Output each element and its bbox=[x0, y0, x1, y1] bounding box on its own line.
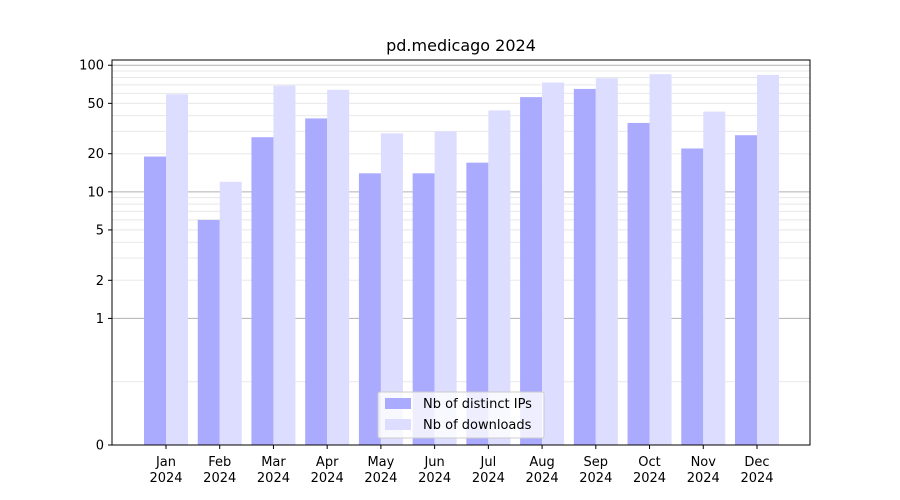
bar-distinct-ips bbox=[627, 122, 650, 445]
y-tick-label: 100 bbox=[79, 59, 104, 74]
bar-distinct-ips bbox=[197, 219, 220, 445]
x-tick-label-year: 2024 bbox=[472, 471, 505, 486]
x-tick-label-year: 2024 bbox=[526, 471, 559, 486]
x-tick-label-month: Aug bbox=[529, 455, 554, 470]
bar-downloads bbox=[219, 181, 242, 445]
x-tick-label-month: Nov bbox=[691, 455, 717, 470]
legend-label-ips: Nb of distinct IPs bbox=[423, 397, 532, 412]
x-tick-label-month: Jul bbox=[480, 455, 497, 470]
bar-downloads bbox=[327, 89, 350, 445]
legend-swatch-downloads bbox=[385, 419, 411, 430]
x-tick-label-month: Dec bbox=[744, 455, 769, 470]
x-tick-label-year: 2024 bbox=[687, 471, 720, 486]
x-tick-label-month: Feb bbox=[208, 455, 231, 470]
x-tick-label-month: Sep bbox=[584, 455, 609, 470]
x-tick-label-year: 2024 bbox=[740, 471, 773, 486]
x-tick-label-month: Jun bbox=[423, 455, 444, 470]
bar-distinct-ips bbox=[573, 88, 596, 445]
x-tick-label-year: 2024 bbox=[579, 471, 612, 486]
legend-label-downloads: Nb of downloads bbox=[423, 418, 532, 433]
x-tick-label-month: Oct bbox=[638, 455, 660, 470]
y-tick-label: 2 bbox=[96, 274, 104, 289]
legend: Nb of distinct IPs Nb of downloads bbox=[377, 391, 545, 439]
legend-box bbox=[377, 391, 545, 439]
y-tick-label: 5 bbox=[96, 223, 104, 238]
bar-distinct-ips bbox=[466, 162, 489, 445]
bar-distinct-ips bbox=[144, 156, 166, 446]
bar-distinct-ips bbox=[305, 118, 328, 445]
bar-distinct-ips bbox=[520, 97, 543, 446]
bar-downloads bbox=[488, 110, 511, 445]
bar-downloads bbox=[434, 131, 457, 445]
y-tick-label: 10 bbox=[87, 185, 104, 200]
y-tick-label: 20 bbox=[87, 147, 104, 162]
legend-swatch-ips bbox=[385, 398, 411, 409]
x-axis: Jan2024Feb2024Mar2024Apr2024May2024Jun20… bbox=[149, 445, 774, 486]
bar-distinct-ips bbox=[681, 148, 704, 445]
x-tick-label-month: Jan bbox=[155, 455, 176, 470]
chart-title: pd.medicago 2024 bbox=[386, 36, 536, 55]
bar-downloads bbox=[542, 82, 565, 445]
x-tick-label-year: 2024 bbox=[257, 471, 290, 486]
x-tick-label-month: Mar bbox=[261, 455, 286, 470]
bar-downloads bbox=[703, 111, 726, 445]
x-tick-label-year: 2024 bbox=[311, 471, 344, 486]
bar-distinct-ips bbox=[412, 173, 435, 445]
x-tick-label-year: 2024 bbox=[149, 471, 182, 486]
bar-downloads bbox=[595, 78, 618, 445]
bar-downloads bbox=[380, 133, 403, 445]
bar-distinct-ips bbox=[251, 137, 274, 446]
bars bbox=[144, 74, 779, 446]
x-tick-label-year: 2024 bbox=[364, 471, 397, 486]
x-tick-label-year: 2024 bbox=[418, 471, 451, 486]
bar-distinct-ips bbox=[735, 135, 757, 445]
bar-downloads bbox=[649, 74, 672, 446]
y-tick-label: 50 bbox=[87, 97, 104, 112]
y-tick-label: 1 bbox=[96, 312, 104, 327]
x-tick-label-year: 2024 bbox=[633, 471, 666, 486]
x-tick-label-month: Apr bbox=[316, 455, 339, 470]
plot-area-frame bbox=[111, 59, 811, 446]
bar-downloads bbox=[757, 74, 779, 445]
bar-downloads bbox=[166, 94, 188, 446]
bar-downloads bbox=[273, 85, 296, 445]
y-tick-label: 0 bbox=[96, 439, 104, 454]
x-tick-label-month: May bbox=[367, 455, 394, 470]
x-tick-label-year: 2024 bbox=[203, 471, 236, 486]
bar-distinct-ips bbox=[358, 173, 381, 445]
y-axis: 0 1 2 5 10 20 50 100 bbox=[79, 59, 112, 454]
